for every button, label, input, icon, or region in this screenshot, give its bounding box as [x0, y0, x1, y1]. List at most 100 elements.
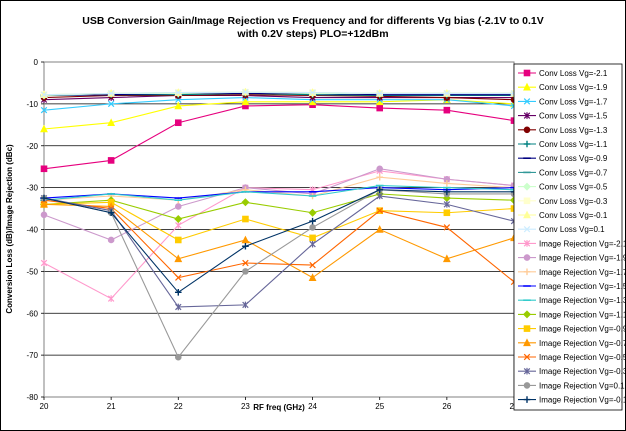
legend-item: Conv Loss Vg=-1.5	[518, 112, 608, 121]
legend-item: Image Rejection Vg=0.1	[518, 381, 625, 390]
legend-swatch-marker	[523, 140, 531, 148]
y-tick-label: -80	[26, 393, 38, 402]
legend-label: Conv Loss Vg=0.1	[539, 225, 605, 234]
legend-item: Image Rejection Vg=-0.1	[518, 396, 626, 405]
data-point	[107, 157, 115, 164]
legend-item: Image Rejection Vg=-0.7	[518, 338, 626, 348]
series-line	[43, 201, 515, 241]
data-point	[174, 101, 183, 110]
data-point	[375, 225, 384, 233]
data-point	[242, 88, 249, 96]
legend-item: Image Rejection Vg=-0.9	[518, 325, 626, 334]
legend-swatch-marker	[523, 197, 531, 205]
y-tick-label: -20	[26, 142, 38, 151]
y-tick-label: -60	[26, 309, 38, 318]
legend-swatch-marker	[523, 254, 531, 261]
data-point	[107, 100, 115, 108]
x-tick-label: 22	[174, 402, 183, 411]
data-point	[174, 289, 182, 296]
legend-box	[513, 63, 623, 411]
data-point	[376, 90, 383, 97]
data-point	[443, 224, 451, 231]
legend-label: Conv Loss Vg=-1.1	[539, 140, 608, 149]
data-point	[376, 104, 384, 112]
y-tick-label: 0	[34, 58, 39, 67]
data-point	[241, 198, 250, 207]
legend-swatch-marker	[523, 82, 531, 91]
legend-swatch-marker	[523, 69, 531, 77]
data-point	[443, 90, 451, 97]
data-point	[107, 295, 115, 302]
data-point	[376, 192, 383, 200]
y-tick-label: -30	[26, 184, 38, 193]
data-point	[40, 211, 48, 219]
series-line	[43, 184, 515, 201]
data-point	[308, 273, 317, 281]
data-point	[309, 217, 316, 225]
legend-item: Image Rejection Vg=-1.1	[518, 310, 626, 319]
x-tick-label: 21	[107, 402, 116, 411]
legend-swatch-marker	[523, 240, 531, 247]
data-point	[242, 268, 249, 275]
data-point	[376, 173, 384, 181]
legend-label: Image Rejection Vg=-0.1	[539, 396, 626, 405]
data-point	[174, 353, 182, 361]
x-tick-label: 20	[40, 402, 49, 411]
data-point	[443, 201, 451, 208]
series-line	[43, 104, 515, 170]
legend-item: Conv Loss Vg=-1.1	[518, 140, 608, 149]
legend-label: Image Rejection Vg=-0.7	[539, 339, 626, 348]
legend-label: Image Rejection Vg=-2.1	[539, 239, 626, 248]
legend-item: Conv Loss Vg=0.1	[518, 225, 605, 234]
y-tick-label: -70	[26, 351, 38, 360]
y-axis-ticks: 0 -10 -20 -30 -40 -50 -60 -70 -80	[26, 58, 44, 402]
legend-label: Image Rejection Vg=-0.9	[539, 325, 626, 334]
data-point	[40, 199, 48, 208]
data-point	[309, 89, 316, 96]
y-tick-label: -50	[26, 267, 38, 276]
data-point	[107, 236, 115, 244]
data-point	[376, 165, 384, 173]
y-tick-label: -40	[26, 226, 38, 235]
y-tick-label: -10	[26, 100, 38, 109]
series-line	[43, 168, 515, 241]
data-point	[309, 224, 316, 231]
legend-swatch-marker	[523, 353, 531, 361]
data-point	[309, 240, 316, 248]
legend-label: Conv Loss Vg=-0.9	[539, 154, 608, 163]
legend-swatch-marker	[522, 182, 532, 191]
series-line	[43, 97, 515, 111]
legend-item: Conv Loss Vg=-0.9	[518, 154, 608, 163]
legend-swatch-marker	[523, 225, 531, 233]
legend-label: Conv Loss Vg=-0.1	[539, 211, 608, 220]
legend-label: Conv Loss Vg=-2.1	[539, 69, 608, 78]
legend-item: Conv Loss Vg=-1.7	[518, 97, 608, 106]
series-line	[43, 193, 515, 220]
data-point	[40, 165, 48, 173]
data-point	[175, 222, 182, 229]
series-line	[43, 189, 514, 294]
legend-item: Conv Loss Vg=-1.3	[518, 126, 608, 135]
series-line	[43, 91, 514, 96]
data-point	[442, 254, 451, 263]
legend-swatch-marker	[523, 112, 531, 119]
data-point	[174, 215, 183, 224]
y-axis-label: Conversion Loss (dB)/Image Rejection (dB…	[5, 144, 14, 314]
legend-item: Conv Loss Vg=-2.1	[518, 69, 608, 78]
chart-title-line1: USB Conversion Gain/Image Rejection vs F…	[82, 15, 544, 27]
data-point	[40, 91, 48, 98]
legend-item: Image Rejection Vg=-2.1	[518, 239, 626, 248]
legend-item: Conv Loss Vg=-1.9	[518, 82, 608, 92]
legend-label: Image Rejection Vg=-1.5	[539, 282, 626, 291]
data-point	[308, 208, 317, 217]
data-point	[175, 89, 182, 96]
legend: Conv Loss Vg=-2.1 Conv Loss Vg=-1.9 Conv L…	[518, 69, 626, 405]
data-point	[175, 274, 182, 281]
legend-item: Conv Loss Vg=-0.7	[518, 168, 608, 177]
legend-label: Conv Loss Vg=-1.9	[539, 83, 608, 92]
data-point	[241, 97, 250, 106]
legend-label: Image Rejection Vg=-1.1	[539, 310, 626, 319]
data-point	[241, 235, 250, 244]
legend-item: Conv Loss Vg=-0.1	[518, 210, 608, 220]
legend-swatch-marker	[523, 382, 531, 389]
